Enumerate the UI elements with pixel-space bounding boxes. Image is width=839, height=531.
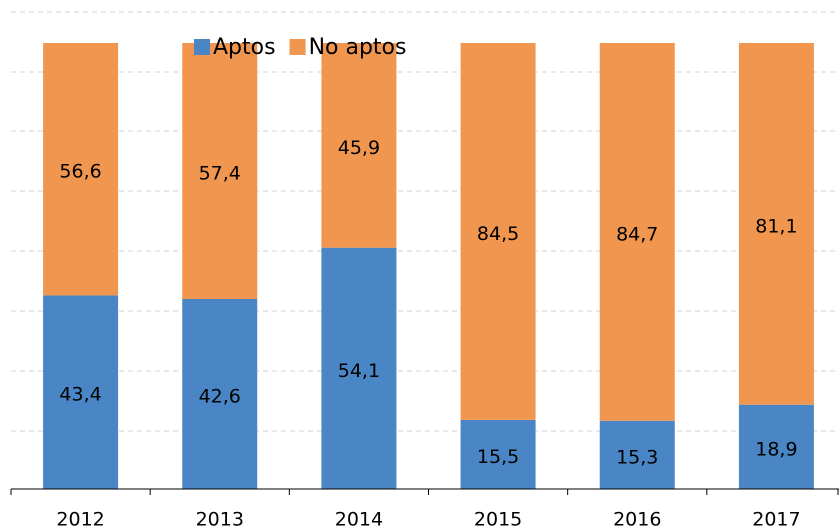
bar-segment: [321, 247, 397, 489]
legend-label: Aptos: [213, 35, 276, 60]
x-tick-label: 2017: [752, 509, 800, 531]
data-label: 15,3: [616, 446, 658, 468]
bar-segment: [599, 420, 675, 489]
data-label: 45,9: [338, 137, 380, 159]
data-label: 15,5: [477, 446, 519, 468]
bar-segment: [321, 43, 397, 248]
bar-segment: [182, 299, 258, 489]
x-tick-label: 2014: [335, 509, 383, 531]
data-label: 54,1: [338, 360, 380, 382]
legend-swatch: [194, 39, 210, 55]
bar-segment: [43, 43, 119, 296]
bar-segment: [599, 43, 675, 421]
data-label: 84,5: [477, 223, 519, 245]
bar-segment: [460, 419, 536, 489]
data-label: 56,6: [59, 161, 101, 183]
x-tick-label: 2016: [613, 509, 661, 531]
data-label: 57,4: [199, 163, 241, 185]
data-label: 81,1: [755, 215, 797, 237]
data-label: 84,7: [616, 223, 658, 245]
data-label: 18,9: [755, 438, 797, 460]
gridlines: [11, 11, 839, 432]
data-label: 43,4: [59, 384, 101, 406]
bar-segment: [460, 43, 536, 420]
x-tick-label: 2015: [474, 509, 522, 531]
bar-segment: [43, 295, 119, 489]
bar-segment: [182, 43, 258, 300]
legend-label: No aptos: [309, 35, 407, 60]
x-tick-label: 2013: [196, 509, 244, 531]
bar-segment: [738, 43, 814, 405]
data-label: 42,6: [199, 386, 241, 408]
legend-swatch: [289, 39, 306, 55]
bar-segment: [738, 404, 814, 489]
x-tick-label: 2012: [56, 509, 104, 531]
